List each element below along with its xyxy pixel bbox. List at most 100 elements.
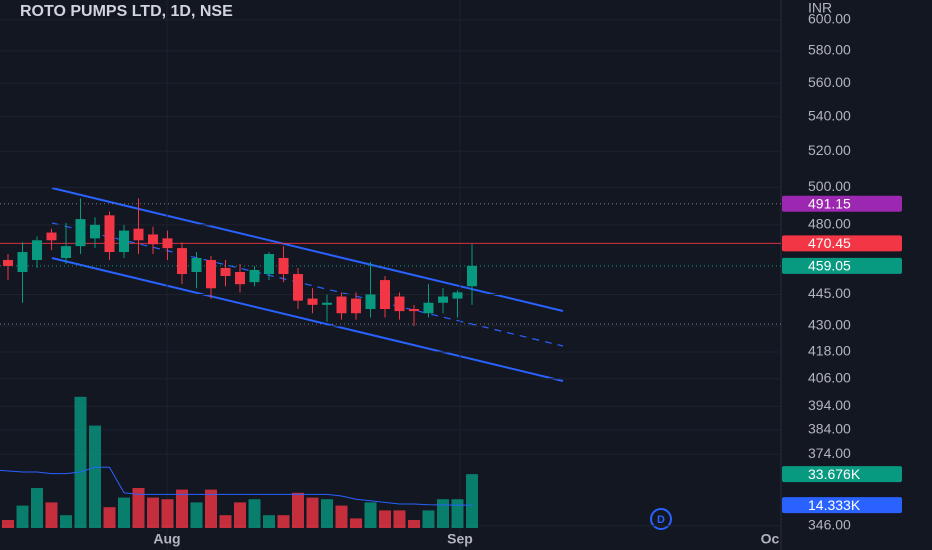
volume-bar [147,497,159,528]
candle-body [133,228,144,241]
channel-upper [51,187,564,312]
candle-body [75,219,86,247]
y-tick-label: 520.00 [808,142,851,158]
candle-body [380,280,390,310]
price-label-box [782,195,902,212]
y-tick-label: 384.00 [808,421,851,437]
volume-bar [161,499,174,528]
candle-body [177,248,187,275]
candle-body [438,296,448,303]
candle-body [278,257,289,275]
y-tick-label: 480.00 [808,216,851,232]
price-label: 459.05 [808,258,851,274]
volume-bar [451,499,464,528]
candle-body [90,224,100,239]
y-tick-label: 540.00 [808,107,851,123]
candle-body [220,267,231,277]
candle-body [235,271,245,285]
candle-body [206,259,216,289]
y-tick-label: 500.00 [808,178,851,194]
volume-bar [132,488,145,528]
candle-body [61,246,71,258]
volume-bar [466,474,478,528]
volume-bar [437,499,449,528]
volume-bar [292,492,304,528]
candle-body [322,302,332,305]
x-tick-label: Aug [153,531,180,547]
y-tick-label: 430.00 [808,317,851,333]
price-label-box [782,497,902,514]
volume-bar [393,510,406,528]
y-tick-label: 346.00 [808,516,851,532]
candle-body [104,215,115,253]
candle-body [409,309,419,312]
price-label-box [782,257,902,274]
currency: INR [808,0,832,16]
volume-bar [379,510,391,528]
candle-body [293,274,303,301]
candle-body [264,254,274,275]
volume-bar [176,489,188,528]
volume-bar [60,515,72,528]
volume-bar [321,499,333,528]
price-label: 14.333K [808,497,861,513]
channel-mid [51,222,564,347]
volume-bar [350,518,362,528]
volume-bar [118,497,130,528]
volume-ma-line [0,466,473,506]
y-tick-label: 580.00 [808,42,851,58]
price-label-box [782,235,902,252]
y-tick-label: 600.00 [808,10,851,26]
y-tick-label: 445.00 [808,285,851,301]
volume-bar [190,502,203,528]
volume-bar [74,396,87,528]
volume-bar [31,488,43,528]
candle-body [249,269,260,283]
candle-body [119,230,129,253]
candle-body [17,252,28,272]
marker-icon[interactable] [650,508,672,530]
candle-body [162,238,173,249]
y-tick-label: 394.00 [808,397,851,413]
candle-body [336,296,347,314]
x-tick-label: Oc [761,531,780,547]
candle-body [46,232,57,241]
candle-body [32,240,42,260]
volume-bar [219,515,232,528]
x-tick-label: Sep [447,531,473,547]
candle-body [148,234,158,245]
volume-bar [422,510,435,528]
volume-bar [234,502,246,528]
candle-body [423,302,434,314]
volume-bar [408,520,420,528]
volume-bar [248,499,261,528]
candle-body [307,298,318,305]
volume-bar [335,505,348,528]
y-tick-label: 374.00 [808,445,851,461]
candle-body [394,296,405,312]
volume-bar [103,507,116,528]
volume-bar [89,425,101,528]
candle-body [467,265,477,287]
candle-body [365,294,376,310]
y-tick-label: 418.00 [808,343,851,359]
volume-bar [263,515,275,528]
y-tick-label: 406.00 [808,369,851,385]
price-label-box [782,466,902,483]
volume-bar [205,489,217,528]
candle-body [3,259,13,266]
chart-title: ROTO PUMPS LTD, 1D, NSE [20,3,233,20]
channel-lower [51,257,564,382]
marker-text[interactable]: D [657,514,665,526]
y-tick-label: 560.00 [808,74,851,90]
candle-body [351,298,361,314]
price-label: 33.676K [808,466,861,482]
candle-body [452,292,463,299]
volume-bar [364,502,377,528]
volume-bar [2,520,14,528]
price-label: 470.45 [808,235,851,251]
volume-bar [277,515,290,528]
price-label: 491.15 [808,195,851,211]
